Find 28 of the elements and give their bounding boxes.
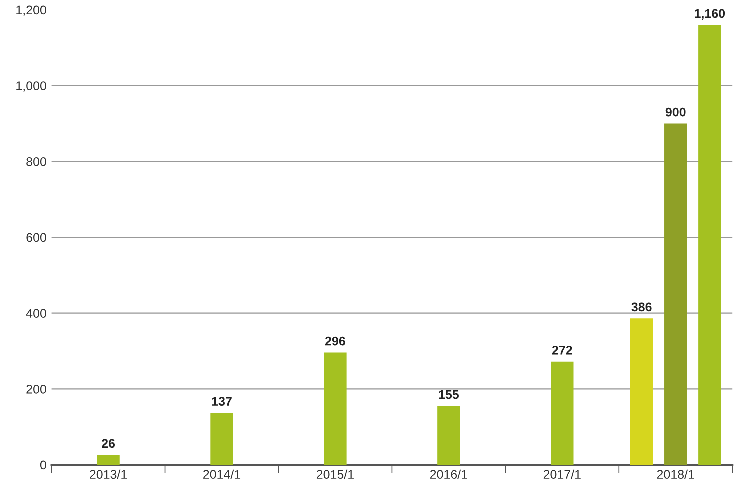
x-tick-label: 2014/1 bbox=[204, 470, 241, 480]
data-label: 1,160 bbox=[695, 9, 726, 20]
x-tick-label: 2015/1 bbox=[316, 470, 354, 480]
data-label: 26 bbox=[102, 439, 116, 448]
bar bbox=[324, 352, 347, 465]
data-label: 155 bbox=[439, 390, 460, 400]
y-tick-label: 0 bbox=[40, 460, 46, 470]
data-label: 272 bbox=[552, 346, 572, 355]
y-tick-label: 1,200 bbox=[16, 6, 46, 16]
bar bbox=[97, 455, 120, 465]
y-tick-label: 400 bbox=[26, 309, 46, 318]
bar bbox=[438, 406, 460, 465]
y-tick-label: 800 bbox=[26, 157, 46, 166]
bar bbox=[630, 318, 654, 465]
bar bbox=[664, 124, 688, 465]
data-label: 386 bbox=[632, 302, 652, 312]
y-tick-label: 600 bbox=[26, 233, 46, 242]
data-label: 900 bbox=[666, 108, 686, 117]
y-tick-label: 1,000 bbox=[16, 82, 46, 92]
y-tick-label: 200 bbox=[26, 384, 46, 394]
bar bbox=[210, 413, 234, 465]
data-label: 137 bbox=[212, 397, 232, 406]
x-tick-label: 2016/1 bbox=[430, 470, 468, 480]
x-tick-label: 2018/1 bbox=[657, 470, 694, 480]
bar bbox=[551, 362, 574, 465]
data-label: 296 bbox=[325, 336, 346, 346]
x-tick-label: 2013/1 bbox=[90, 470, 128, 480]
x-tick-label: 2017/1 bbox=[544, 470, 581, 480]
